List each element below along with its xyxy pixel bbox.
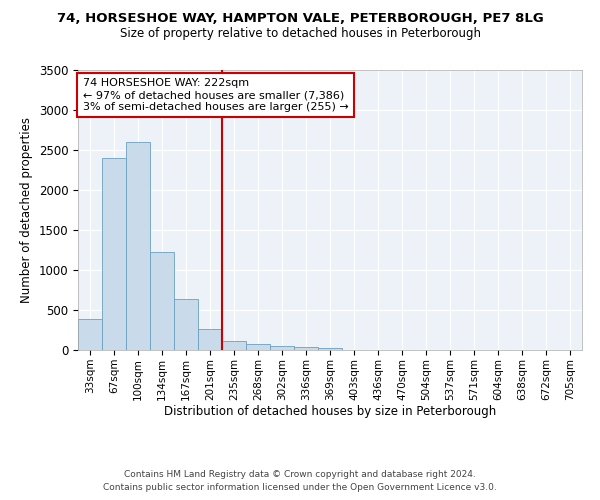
Bar	[199, 329, 221, 350]
Text: 74, HORSESHOE WAY, HAMPTON VALE, PETERBOROUGH, PE7 8LG: 74, HORSESHOE WAY, HAMPTON VALE, PETERBO…	[56, 12, 544, 26]
Bar	[175, 299, 197, 350]
Bar	[319, 348, 341, 350]
Text: Contains HM Land Registry data © Crown copyright and database right 2024.
Contai: Contains HM Land Registry data © Crown c…	[103, 470, 497, 492]
Bar	[295, 347, 317, 350]
X-axis label: Distribution of detached houses by size in Peterborough: Distribution of detached houses by size …	[164, 406, 496, 418]
Bar	[127, 142, 149, 350]
Bar	[223, 341, 245, 350]
Text: Size of property relative to detached houses in Peterborough: Size of property relative to detached ho…	[119, 28, 481, 40]
Bar	[103, 158, 125, 350]
Text: 74 HORSESHOE WAY: 222sqm
← 97% of detached houses are smaller (7,386)
3% of semi: 74 HORSESHOE WAY: 222sqm ← 97% of detach…	[83, 78, 349, 112]
Bar	[247, 344, 269, 350]
Y-axis label: Number of detached properties: Number of detached properties	[20, 117, 33, 303]
Bar	[271, 346, 293, 350]
Bar	[151, 252, 173, 350]
Bar	[79, 319, 101, 350]
